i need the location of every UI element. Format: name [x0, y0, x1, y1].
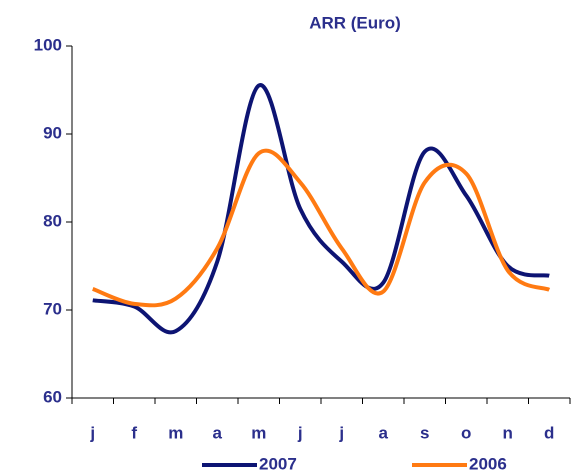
x-tick-label: o [461, 423, 471, 442]
y-tick-label: 90 [43, 123, 62, 142]
x-tick-label: f [131, 423, 137, 442]
x-tick-label: j [338, 423, 344, 442]
x-tick-label: a [379, 423, 389, 442]
y-tick-label: 100 [34, 35, 62, 54]
x-tick-label: j [297, 423, 303, 442]
chart-title: ARR (Euro) [309, 13, 401, 32]
series-line [92, 83, 550, 335]
x-tick-label: m [251, 423, 266, 442]
y-tick-label: 80 [43, 211, 62, 230]
series-line [92, 148, 551, 308]
x-tick-label: j [89, 423, 95, 442]
legend-label: 2007 [259, 454, 297, 473]
y-tick-label: 70 [43, 299, 62, 318]
x-tick-label: d [544, 423, 554, 442]
y-tick-label: 60 [43, 387, 62, 406]
x-tick-label: s [420, 423, 429, 442]
legend-label: 2006 [469, 454, 507, 473]
x-tick-label: n [503, 423, 513, 442]
x-tick-label: a [213, 423, 223, 442]
x-tick-label: m [168, 423, 183, 442]
